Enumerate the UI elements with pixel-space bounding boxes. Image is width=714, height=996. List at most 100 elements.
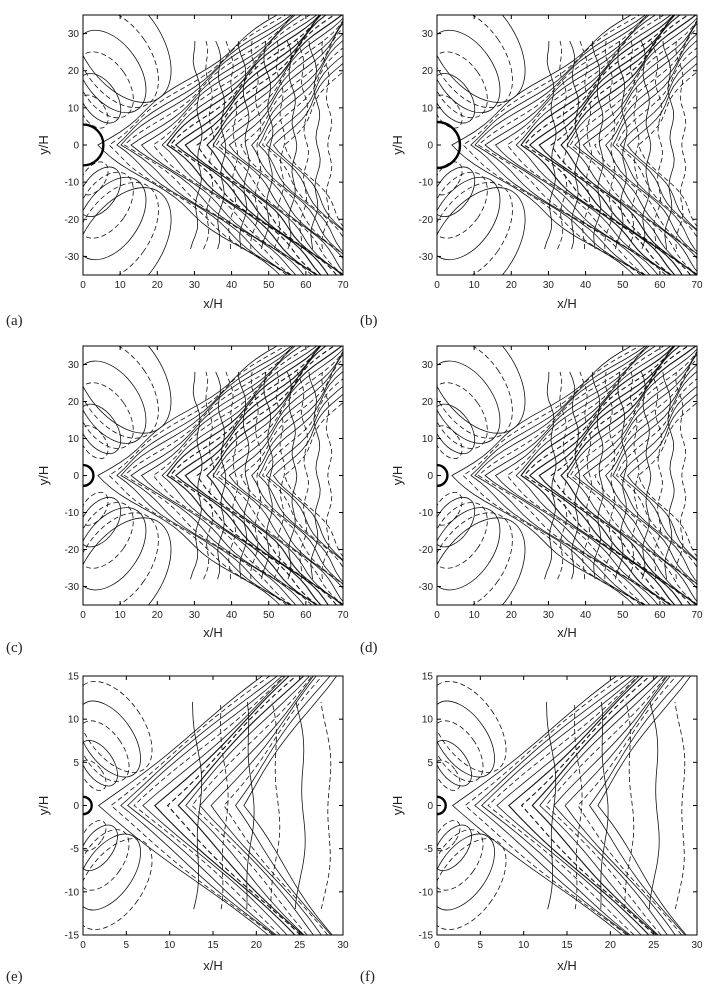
x-tick-label: 5	[124, 940, 130, 951]
contour-positive	[235, 676, 332, 935]
contour-negative	[579, 371, 592, 580]
contour-positive	[605, 33, 697, 255]
contour-positive	[215, 40, 227, 250]
y-axis-label: y/H	[36, 796, 51, 816]
x-tick-label: 70	[691, 610, 703, 621]
y-tick-label: -20	[419, 545, 434, 556]
contour-positive	[451, 676, 623, 935]
x-tick-label: 20	[251, 940, 263, 951]
contour-positive	[237, 371, 250, 580]
y-tick-label: 10	[68, 434, 80, 445]
contour-positive	[265, 385, 343, 562]
y-tick-label: -20	[65, 545, 80, 556]
contour-negative	[273, 40, 286, 250]
contour-positive	[591, 40, 604, 250]
contour-field	[437, 676, 692, 935]
contour-positive	[564, 676, 676, 935]
contour-positive	[294, 701, 306, 910]
y-tick-label: 30	[422, 29, 434, 40]
contour-negative	[437, 346, 513, 439]
contour-negative	[437, 15, 513, 108]
x-tick-label: 20	[152, 610, 164, 621]
contour-positive	[258, 40, 343, 253]
contour-negative	[203, 371, 215, 580]
y-tick-label: 20	[422, 397, 434, 408]
contour-positive	[120, 346, 294, 605]
contour-negative	[240, 27, 343, 255]
contour-negative	[437, 720, 484, 782]
x-tick-label: 20	[152, 280, 164, 291]
y-tick-label: -20	[419, 215, 434, 226]
x-tick-label: 50	[617, 610, 629, 621]
contour-negative	[108, 15, 288, 275]
obstacle-circle	[83, 123, 105, 167]
contour-positive	[544, 40, 557, 250]
contour-positive	[154, 676, 296, 935]
y-tick-label: 10	[422, 715, 434, 726]
contour-positive	[210, 676, 322, 935]
contour-negative	[627, 371, 640, 580]
contour-positive	[484, 346, 651, 605]
contour-positive	[190, 40, 203, 250]
contour-negative	[152, 346, 313, 605]
panel-label: (d)	[360, 640, 378, 656]
contour-negative	[477, 15, 648, 275]
contour-negative	[477, 346, 648, 605]
contour-negative	[627, 40, 640, 250]
y-tick-label: -10	[419, 508, 434, 519]
contour-positive	[600, 701, 609, 910]
x-tick-label: 50	[263, 610, 275, 621]
x-tick-label: 30	[543, 280, 555, 291]
x-tick-label: 15	[207, 940, 219, 951]
x-tick-label: 30	[543, 610, 555, 621]
contour-negative	[262, 47, 343, 239]
contour-positive	[494, 346, 659, 605]
contour-positive	[546, 701, 557, 910]
contour-negative	[83, 829, 130, 891]
contour-negative	[83, 720, 130, 782]
y-tick-label: 0	[427, 141, 433, 152]
contour-positive	[619, 385, 697, 562]
x-tick-label: 0	[434, 940, 440, 951]
contour-negative	[569, 19, 697, 275]
contour-negative	[604, 371, 616, 580]
contour-positive	[560, 346, 697, 605]
contour-negative	[557, 371, 569, 580]
contour-positive	[531, 676, 659, 935]
contour-negative	[273, 371, 286, 580]
contour-negative	[83, 820, 107, 852]
contour-positive	[528, 346, 676, 605]
y-tick-label: 10	[422, 434, 434, 445]
contour-positive	[508, 676, 650, 935]
contour-negative	[464, 676, 628, 935]
contour-field	[437, 15, 697, 275]
x-tick-label: 70	[691, 280, 703, 291]
x-tick-label: 50	[263, 280, 275, 291]
contour-positive	[265, 55, 343, 232]
x-tick-label: 10	[469, 610, 481, 621]
contour-negative	[624, 701, 635, 910]
contour-negative	[577, 676, 682, 935]
contour-negative	[437, 502, 488, 569]
contour-negative	[616, 378, 697, 569]
x-tick-label: 10	[469, 280, 481, 291]
contour-positive	[437, 517, 526, 605]
contour-positive	[640, 40, 652, 250]
contour-negative	[437, 51, 488, 119]
contour-negative	[270, 701, 281, 910]
contour-negative	[650, 371, 663, 580]
contour-positive	[286, 40, 298, 250]
contour-positive	[619, 55, 697, 232]
contour-positive	[97, 676, 269, 935]
contour-positive	[83, 15, 172, 103]
contour-positive	[582, 22, 697, 260]
contour-positive	[228, 353, 343, 590]
panel-e: 0 5 10 15 20 25 30 -15 -10 -5 0 5 10 15 x/H y/H (e)	[6, 672, 349, 986]
contour-positive	[528, 15, 676, 275]
y-tick-label: -5	[424, 844, 433, 855]
contour-negative	[523, 15, 675, 275]
contour-positive	[612, 370, 697, 583]
